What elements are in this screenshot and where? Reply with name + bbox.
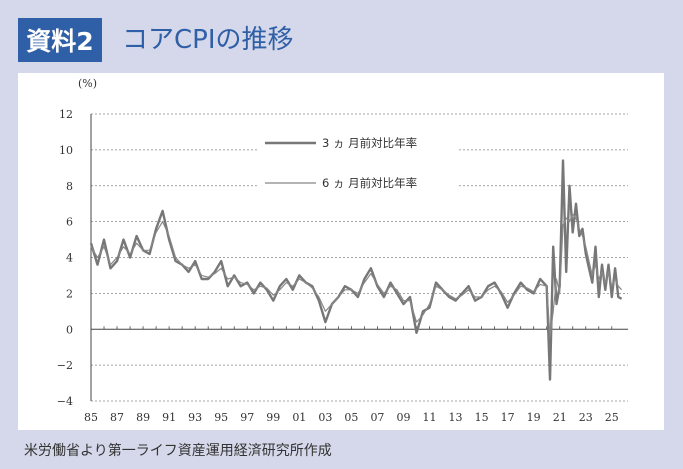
x-tick-label: 07	[370, 411, 384, 424]
x-tick-label: 13	[449, 411, 463, 424]
legend-background	[258, 133, 458, 153]
chart-panel: (%) 12 10 8 6 4 2 0 −2 −4 85 87 89 91 93 95 97 99 01 03 05 07…	[18, 73, 664, 430]
y-tick-label: 2	[66, 287, 73, 300]
x-tick-label: 03	[318, 411, 332, 424]
y-tick-label: −4	[57, 395, 73, 408]
series-line-1	[89, 159, 623, 381]
chart-title: コアCPIの推移	[122, 25, 294, 55]
x-tick-label: 23	[579, 411, 593, 424]
source-note: 米労働省より第一ライフ資産運用経済研究所作成	[24, 443, 332, 459]
x-tick-label: 95	[214, 411, 228, 424]
figure-badge: 資料2	[18, 18, 102, 62]
x-tick-label: 09	[396, 411, 410, 424]
x-tick-label: 93	[188, 411, 202, 424]
y-tick-label: −2	[57, 359, 73, 372]
x-tick-label: 01	[292, 411, 306, 424]
legend-label: 6 ヵ 月前対比年率	[322, 176, 417, 190]
y-axis-unit: (%)	[78, 77, 97, 90]
x-tick-label: 85	[84, 411, 98, 424]
y-tick-label: 8	[66, 180, 73, 193]
legend-label: 3 ヵ 月前対比年率	[322, 136, 417, 150]
series-line-2	[90, 213, 623, 337]
x-tick-label: 25	[605, 411, 619, 424]
x-tick-label: 89	[136, 411, 150, 424]
x-tick-label: 21	[553, 411, 567, 424]
x-tick-label: 97	[240, 411, 254, 424]
chart: (%) 12 10 8 6 4 2 0 −2 −4 85 87 89 91 93 95 97 99 01 03 05 07…	[57, 77, 628, 424]
x-tick-label: 19	[527, 411, 541, 424]
x-tick-label: 91	[162, 411, 176, 424]
x-tick-label: 05	[344, 411, 358, 424]
legend-background	[258, 173, 458, 193]
y-tick-label: 12	[59, 108, 73, 121]
x-tick-label: 15	[475, 411, 489, 424]
y-tick-label: 10	[59, 144, 73, 157]
y-tick-label: 0	[66, 323, 73, 336]
x-tick-label: 99	[266, 411, 280, 424]
y-tick-label: 4	[66, 252, 73, 265]
x-tick-label: 17	[501, 411, 515, 424]
y-tick-label: 6	[66, 216, 73, 229]
x-tick-label: 87	[110, 411, 124, 424]
x-tick-label: 11	[423, 411, 437, 424]
